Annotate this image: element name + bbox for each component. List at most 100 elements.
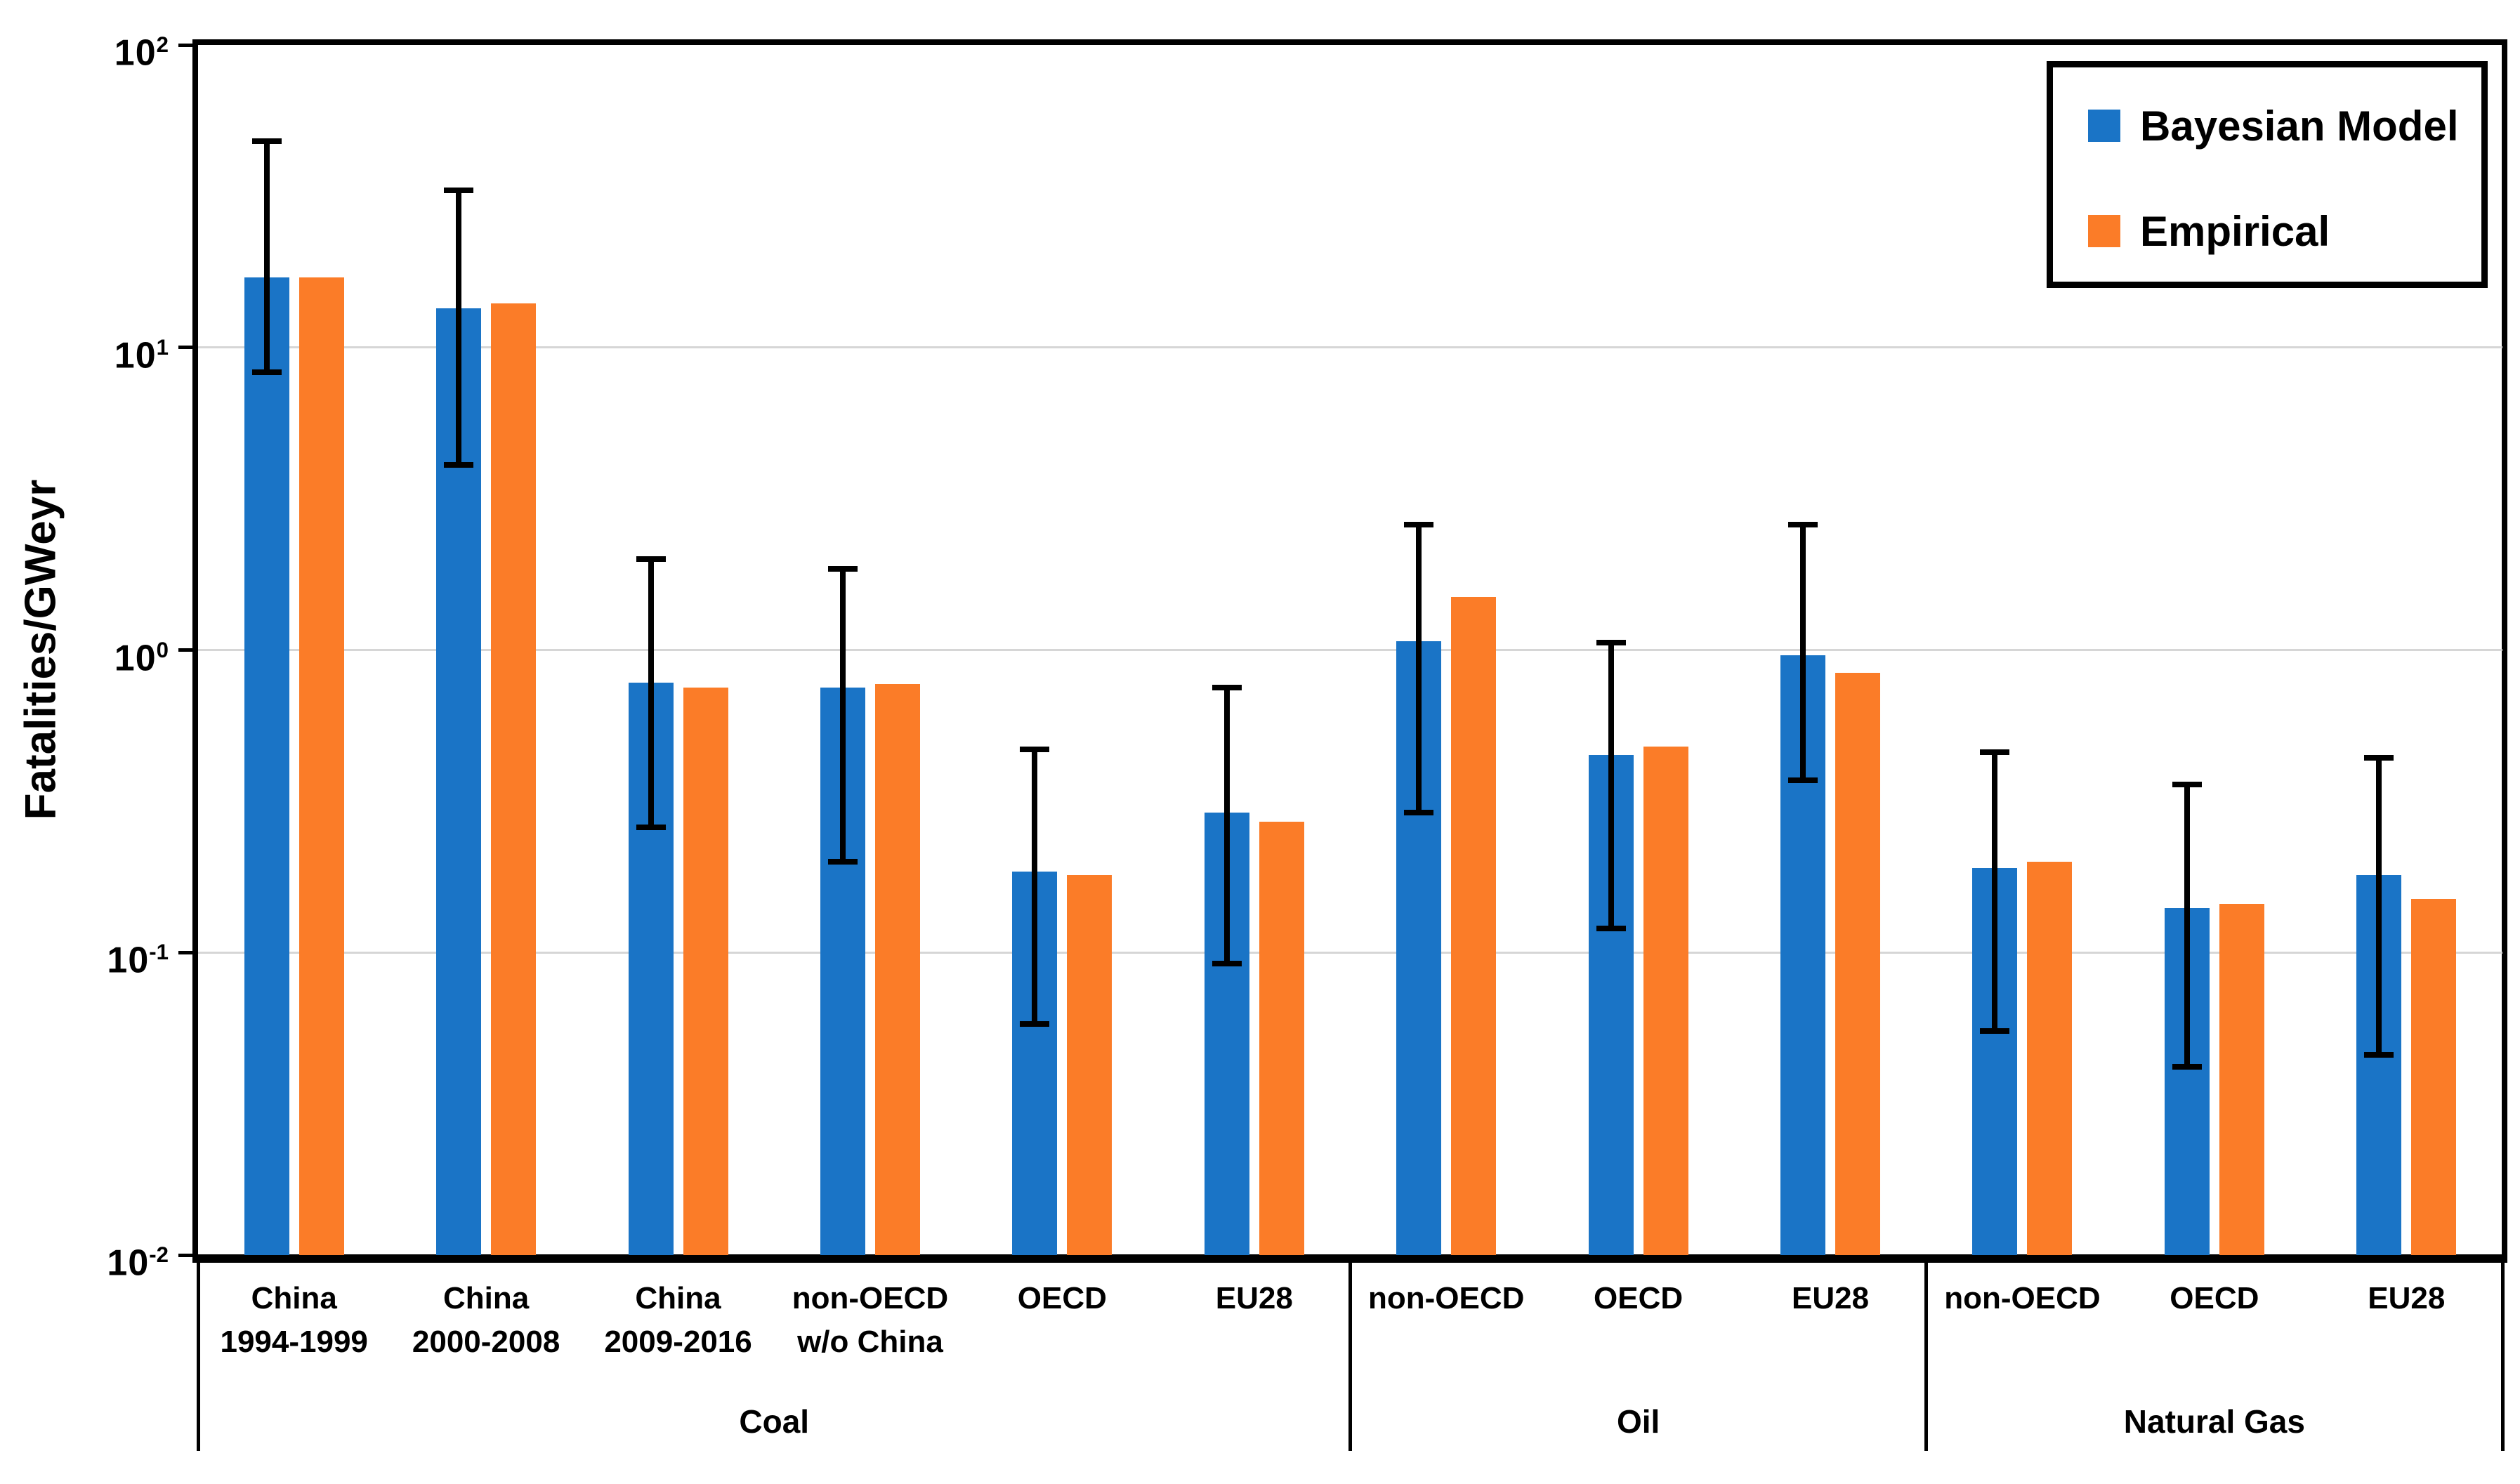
x-axis-category-label-line: OECD bbox=[1017, 1281, 1107, 1315]
error-bar-cap-bottom bbox=[2364, 1051, 2394, 1058]
error-bar-line bbox=[1608, 642, 1614, 929]
x-axis-group-label: Coal bbox=[739, 1403, 810, 1440]
y-axis-tick bbox=[178, 346, 198, 350]
error-bar-line bbox=[1800, 524, 1806, 781]
x-axis-category-label-line: non-OECD bbox=[1944, 1281, 2101, 1315]
error-bar-line bbox=[456, 190, 462, 465]
empirical-bar bbox=[1643, 746, 1688, 1255]
category-divider-line bbox=[1924, 1255, 1929, 1451]
x-axis-category-label: non-OECD bbox=[1927, 1277, 2118, 1320]
gridline-10e0 bbox=[198, 649, 2502, 651]
category-divider-line bbox=[196, 1255, 200, 1451]
error-bar-cap-bottom bbox=[1404, 810, 1434, 816]
error-bar-cap-bottom bbox=[1980, 1028, 2010, 1035]
x-axis-category-label-line: China bbox=[635, 1281, 721, 1315]
error-bar-line bbox=[1416, 524, 1422, 813]
empirical-bar bbox=[2027, 861, 2073, 1255]
y-axis-tick bbox=[178, 1253, 198, 1257]
y-axis-tick-label: 102 bbox=[0, 18, 169, 79]
y-tick-exponent: 2 bbox=[156, 32, 169, 57]
x-axis-category-label: China 2009-2016 bbox=[582, 1277, 774, 1364]
error-bar-cap-top bbox=[1212, 685, 1242, 691]
y-tick-base: 10 bbox=[114, 32, 157, 74]
empirical-bar bbox=[2219, 903, 2264, 1255]
error-bar-cap-top bbox=[444, 188, 474, 194]
error-bar-line bbox=[1032, 749, 1038, 1025]
x-axis-category-label-line: 2000-2008 bbox=[412, 1325, 560, 1359]
error-bar-line bbox=[648, 558, 654, 827]
y-axis-tick bbox=[178, 648, 198, 652]
error-bar-cap-top bbox=[1020, 746, 1050, 752]
legend-item-bayesian: Bayesian Model bbox=[2088, 102, 2459, 150]
x-axis-category-label: China 1994-1999 bbox=[198, 1277, 390, 1364]
empirical-bar bbox=[2411, 899, 2457, 1255]
x-axis-group-label: Natural Gas bbox=[2123, 1403, 2305, 1440]
error-bar-cap-bottom bbox=[2172, 1063, 2202, 1070]
legend-swatch-bayesian bbox=[2088, 110, 2120, 142]
x-axis-category-label-line: 2009-2016 bbox=[604, 1325, 752, 1359]
x-axis-category-label-line: non-OECD bbox=[1368, 1281, 1525, 1315]
error-bar-cap-top bbox=[1980, 749, 2010, 755]
x-axis-category-label-line: EU28 bbox=[1791, 1281, 1870, 1315]
x-axis-category-label-line: non-OECD bbox=[792, 1281, 949, 1315]
category-divider-line bbox=[1348, 1255, 1352, 1451]
y-axis-tick bbox=[178, 950, 198, 954]
x-axis-category-label-line: China bbox=[251, 1281, 337, 1315]
empirical-bar bbox=[298, 277, 344, 1255]
x-axis-category-label-line: EU28 bbox=[2368, 1281, 2446, 1315]
empirical-bar bbox=[1451, 596, 1497, 1255]
legend-label-bayesian: Bayesian Model bbox=[2140, 102, 2459, 150]
y-axis-tick bbox=[178, 43, 198, 47]
x-axis-category-label: non-OECD w/o China bbox=[774, 1277, 966, 1364]
x-axis-category-label-line: 1994-1999 bbox=[220, 1325, 368, 1359]
error-bar-line bbox=[263, 141, 270, 372]
y-tick-base: 10 bbox=[114, 335, 157, 376]
y-tick-base: 10 bbox=[107, 940, 150, 981]
error-bar-cap-top bbox=[1596, 639, 1626, 645]
x-axis-category-label: OECD bbox=[2118, 1277, 2310, 1320]
error-bar-cap-bottom bbox=[1212, 960, 1242, 966]
bayesian-bar bbox=[244, 277, 289, 1255]
error-bar-cap-bottom bbox=[1020, 1021, 1050, 1027]
legend-label-empirical: Empirical bbox=[2140, 207, 2330, 255]
x-axis-category-label: China 2000-2008 bbox=[390, 1277, 582, 1364]
y-axis-tick-label: 100 bbox=[0, 624, 169, 685]
x-axis-category-label-line: China bbox=[442, 1281, 530, 1315]
x-axis-category-label: non-OECD bbox=[1351, 1277, 1542, 1320]
error-bar-cap-bottom bbox=[636, 824, 666, 830]
category-divider-line bbox=[2500, 1255, 2505, 1451]
error-bar-cap-bottom bbox=[1788, 777, 1818, 784]
error-bar-cap-top bbox=[1788, 521, 1818, 527]
empirical-bar bbox=[491, 303, 537, 1255]
x-axis-category-label-line: EU28 bbox=[1215, 1281, 1293, 1315]
error-bar-line bbox=[2184, 784, 2190, 1067]
error-bar-cap-top bbox=[2172, 781, 2202, 787]
x-axis-category-label: EU28 bbox=[2311, 1277, 2502, 1320]
empirical-bar bbox=[683, 688, 728, 1255]
error-bar-cap-bottom bbox=[1596, 926, 1626, 932]
error-bar-cap-bottom bbox=[251, 369, 282, 375]
x-axis-category-label-line: w/o China bbox=[797, 1325, 943, 1359]
x-axis-category-label-line: OECD bbox=[2170, 1281, 2259, 1315]
error-bar-line bbox=[1992, 751, 1998, 1032]
empirical-bar bbox=[1835, 673, 1881, 1255]
error-bar-cap-top bbox=[827, 566, 858, 572]
error-bar-cap-top bbox=[2364, 755, 2394, 761]
empirical-bar bbox=[874, 684, 920, 1255]
y-tick-base: 10 bbox=[114, 637, 157, 678]
x-axis-category-label: EU28 bbox=[1734, 1277, 1926, 1320]
error-bar-cap-top bbox=[636, 556, 666, 562]
error-bar-line bbox=[1223, 688, 1230, 964]
error-bar-line bbox=[2376, 758, 2382, 1055]
error-bar-line bbox=[839, 569, 846, 862]
y-tick-exponent: -2 bbox=[149, 1242, 169, 1267]
y-tick-exponent: -1 bbox=[149, 940, 169, 965]
error-bar-cap-bottom bbox=[827, 858, 858, 865]
empirical-bar bbox=[1067, 875, 1113, 1255]
legend-item-empirical: Empirical bbox=[2088, 207, 2330, 255]
x-axis-category-label: EU28 bbox=[1158, 1277, 1350, 1320]
x-axis-group-label: Oil bbox=[1616, 1403, 1660, 1440]
empirical-bar bbox=[1259, 822, 1304, 1255]
y-axis-tick-label: 10-2 bbox=[0, 1228, 169, 1289]
